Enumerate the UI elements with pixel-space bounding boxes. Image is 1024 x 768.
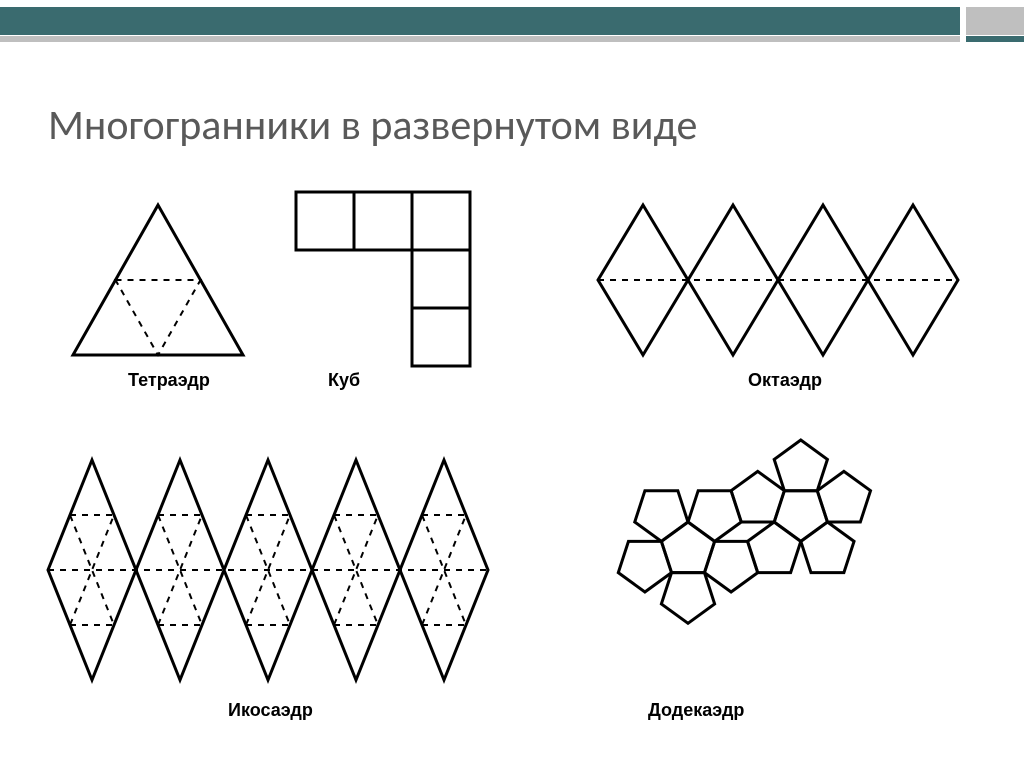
dodecahedron-label: Додекаэдр xyxy=(648,700,744,721)
bar-big-right xyxy=(966,7,1024,35)
icosahedron-net xyxy=(48,450,508,690)
tetrahedron-net xyxy=(68,200,248,360)
diagram-area: Тетраэдр Куб Октаэдр xyxy=(48,170,978,730)
octahedron-label: Октаэдр xyxy=(748,370,822,391)
octahedron-net xyxy=(598,200,958,360)
dodecahedron-net xyxy=(518,410,908,710)
page-title: Многогранники в развернутом виде xyxy=(48,100,697,151)
tetrahedron-label: Тетраэдр xyxy=(128,370,210,391)
bar-small-left xyxy=(0,36,960,42)
cube-net xyxy=(263,192,523,422)
icosahedron-label: Икосаэдр xyxy=(228,700,313,721)
cube-label: Куб xyxy=(328,370,360,391)
bar-small-right xyxy=(966,36,1024,42)
bar-big-left xyxy=(0,7,960,35)
